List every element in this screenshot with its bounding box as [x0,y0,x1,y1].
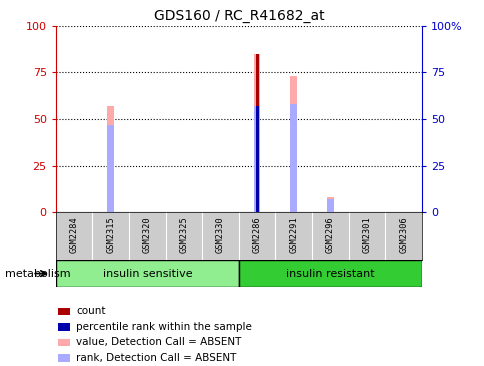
Text: insulin sensitive: insulin sensitive [102,269,192,279]
Bar [107,106,114,212]
Title: GDS160 / RC_R41682_at: GDS160 / RC_R41682_at [153,9,323,23]
Bar [58,339,70,346]
Text: rank, Detection Call = ABSENT: rank, Detection Call = ABSENT [76,353,236,363]
Text: GSM2320: GSM2320 [142,216,151,253]
Bar [253,54,260,212]
Text: percentile rank within the sample: percentile rank within the sample [76,322,252,332]
Bar [239,260,421,287]
Text: value, Detection Call = ABSENT: value, Detection Call = ABSENT [76,337,241,347]
Text: GSM2286: GSM2286 [252,216,261,253]
Text: GSM2306: GSM2306 [398,216,408,253]
Text: metabolism: metabolism [5,269,70,279]
Text: GSM2284: GSM2284 [69,216,78,253]
Bar [107,124,114,212]
Bar [56,260,239,287]
Bar [255,106,258,212]
Bar [58,323,70,330]
Text: GSM2315: GSM2315 [106,216,115,253]
Bar [326,199,333,212]
Text: count: count [76,306,106,316]
Text: GSM2291: GSM2291 [288,216,298,253]
Text: GSM2325: GSM2325 [179,216,188,253]
Text: GSM2330: GSM2330 [215,216,225,253]
Bar [58,307,70,315]
Bar [290,76,297,212]
Text: GSM2301: GSM2301 [362,216,371,253]
Bar [58,354,70,362]
Bar [253,106,260,212]
Bar [255,54,258,212]
Text: GSM2296: GSM2296 [325,216,334,253]
Bar [326,197,333,212]
Bar [290,104,297,212]
Text: insulin resistant: insulin resistant [286,269,374,279]
